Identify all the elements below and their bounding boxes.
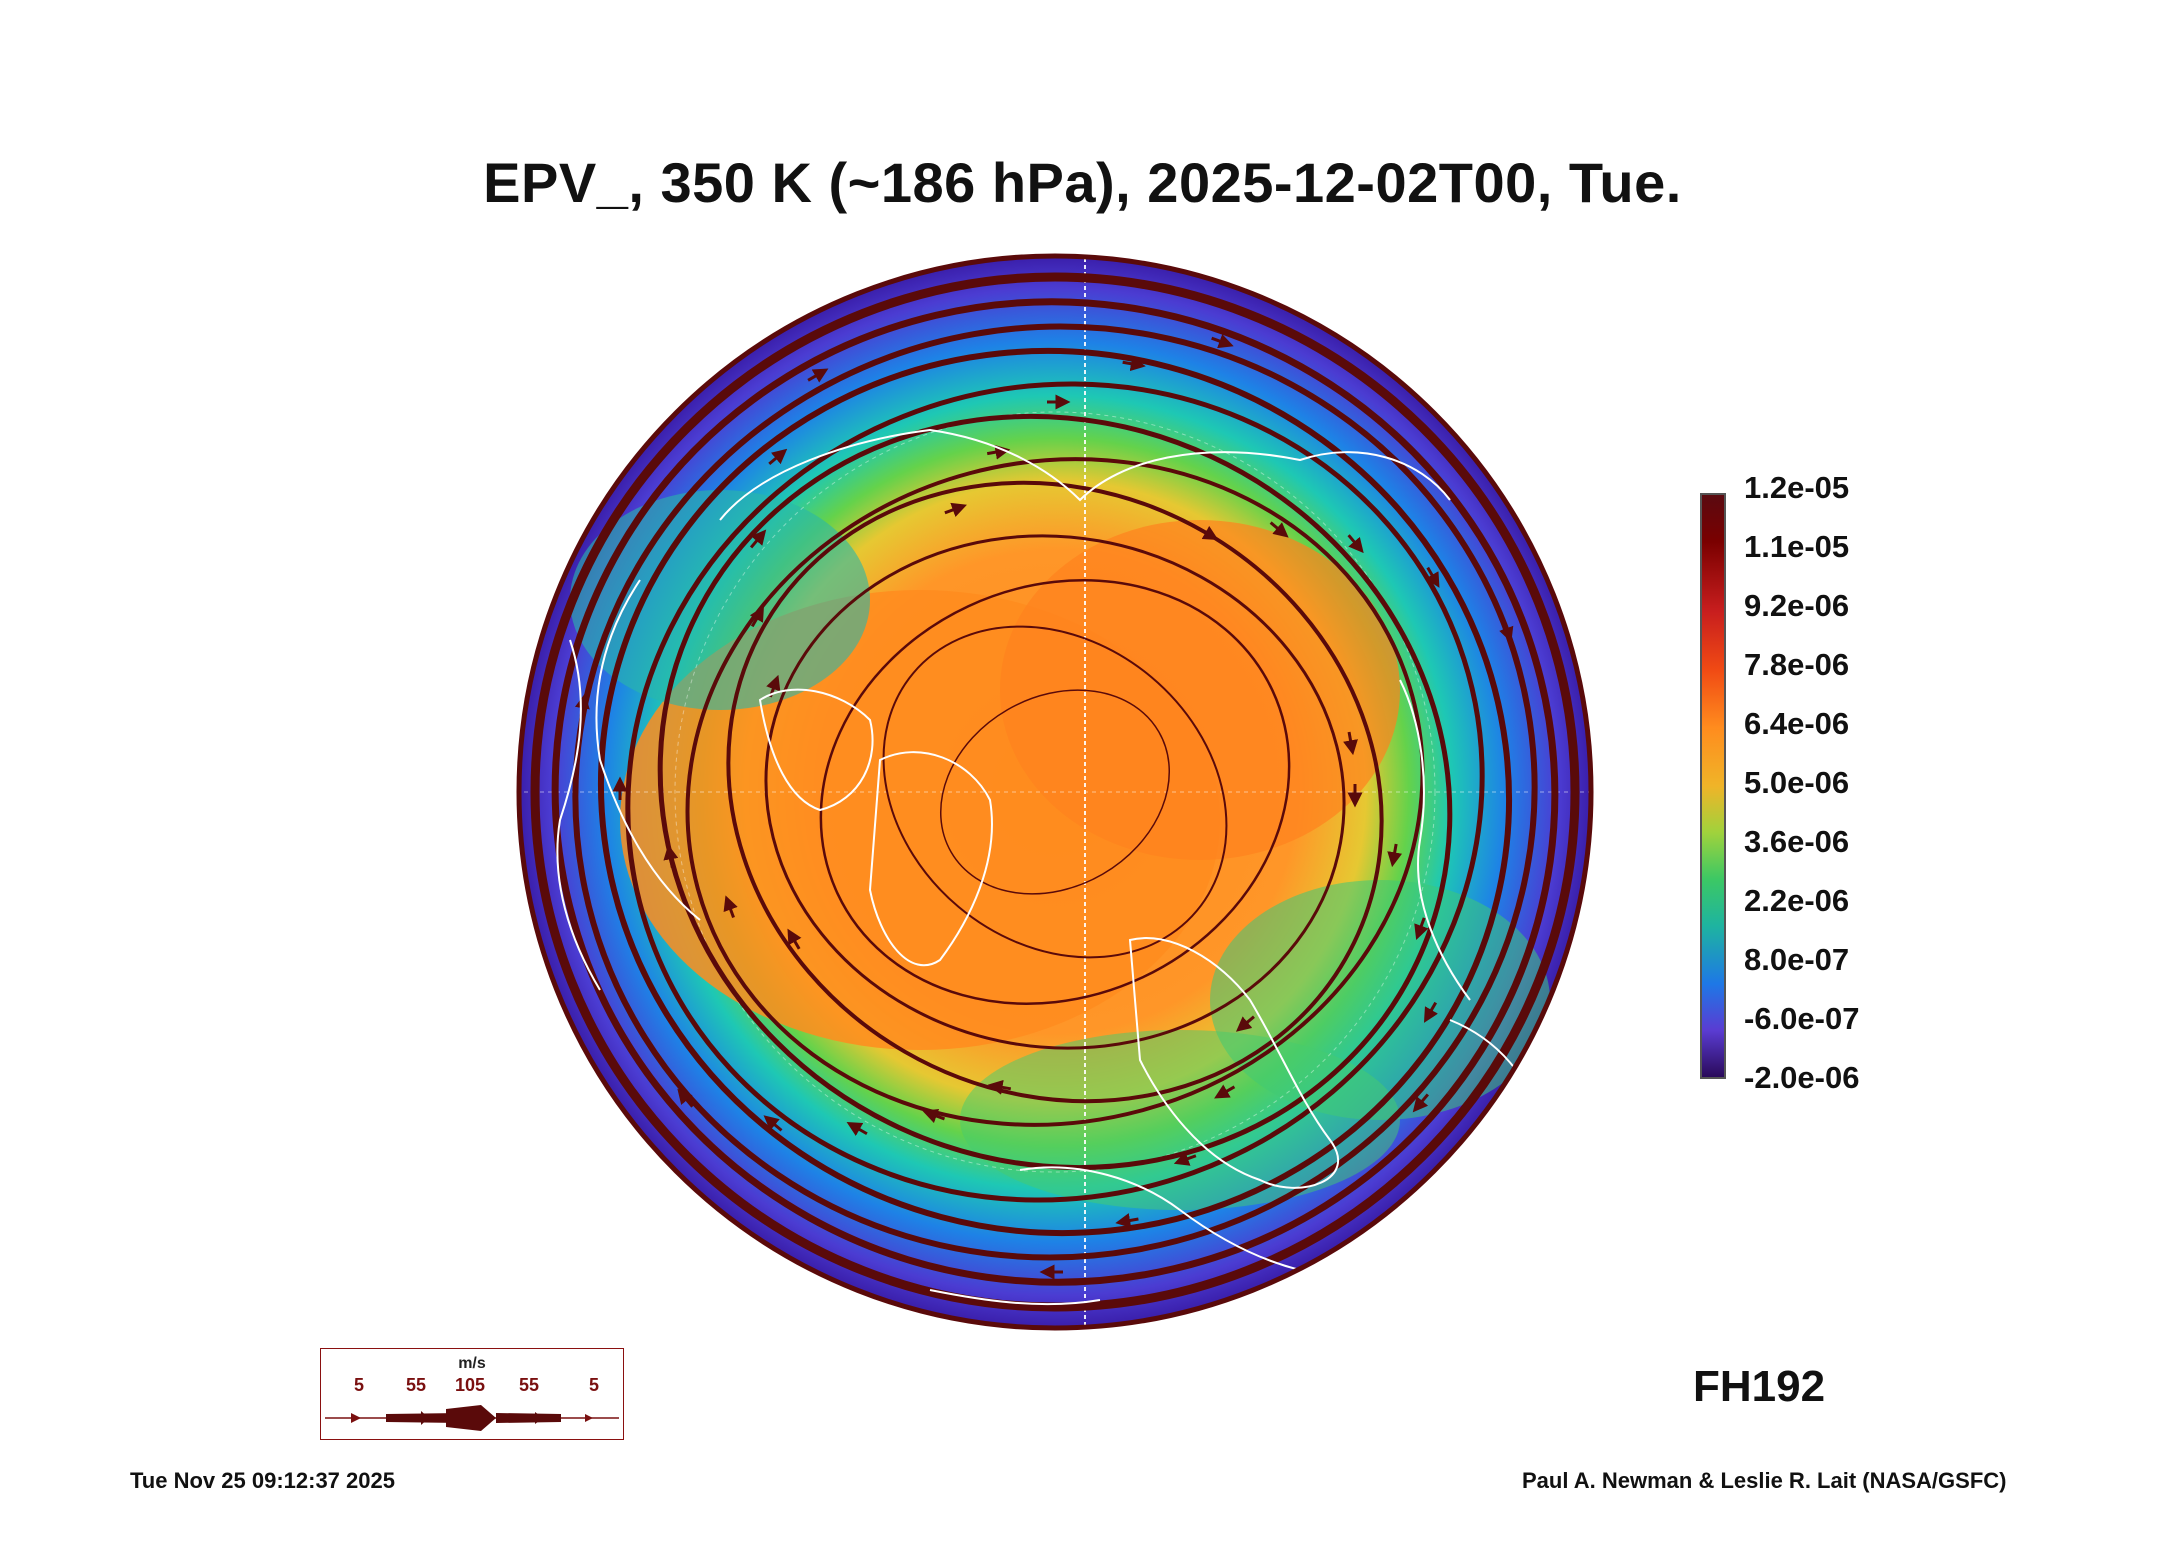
legend-speed-5: 5 — [589, 1375, 600, 1395]
streamline-7 — [685, 457, 1425, 1127]
map-boundary — [516, 253, 1594, 1331]
streamline-5 — [625, 381, 1485, 1203]
colorbar-label-11: -2.0e-06 — [1744, 1060, 1860, 1095]
streamline-arrow — [922, 1108, 946, 1124]
streamline-arrow — [1499, 619, 1514, 643]
colorbar — [1700, 493, 1726, 1079]
streamline-arrow — [768, 448, 788, 466]
streamline-arrow — [807, 368, 829, 383]
streamline-arrow — [1269, 521, 1289, 538]
streamline-arrow — [1347, 534, 1364, 554]
streamline-arrow — [986, 444, 1011, 460]
colorbar-label-2: 1.1e-05 — [1744, 529, 1850, 564]
streamline-2 — [551, 298, 1559, 1286]
colorbar-label-3: 9.2e-06 — [1744, 588, 1850, 623]
streamline-10 — [819, 579, 1291, 1005]
streamline-4 — [597, 347, 1513, 1237]
streamline-arrow — [723, 895, 738, 919]
legend-unit: m/s — [458, 1355, 486, 1372]
streamline-arrow — [1425, 566, 1440, 588]
streamline-arrow — [1211, 334, 1234, 349]
streamline-3 — [572, 323, 1538, 1261]
colorbar-label-7: 3.6e-06 — [1744, 824, 1850, 859]
colorbar-label-10: -6.0e-07 — [1744, 1001, 1860, 1036]
streamline-arrow — [663, 844, 679, 868]
timestamp: Tue Nov 25 09:12:37 2025 — [130, 1468, 395, 1493]
streamline-arrow — [749, 606, 764, 628]
legend-arrow — [325, 1405, 619, 1431]
forecast-hour: FH192 — [1693, 1362, 1826, 1411]
streamline-arrow — [1115, 1213, 1139, 1228]
streamline-arrow — [677, 1088, 694, 1108]
colorbar-label-4: 7.8e-06 — [1744, 647, 1850, 682]
streamline-arrow — [987, 1079, 1012, 1095]
streamline-arrow — [787, 928, 802, 950]
streamline-arrow — [763, 1115, 783, 1132]
streamline-11 — [882, 625, 1228, 959]
streamline-arrow — [1197, 525, 1219, 540]
plot-title: EPV_, 350 K (~186 hPa), 2025-12-02T00, T… — [483, 151, 1682, 214]
legend-speed-4: 55 — [519, 1375, 540, 1395]
streamline-arrow — [1214, 1084, 1236, 1099]
streamline-arrow — [1412, 1093, 1429, 1113]
colorbar-label-5: 6.4e-06 — [1744, 706, 1850, 741]
streamline-arrow — [1122, 356, 1146, 372]
streamline-arrow — [1414, 917, 1429, 940]
legend-speed-3: 105 — [455, 1375, 486, 1395]
colorbar-label-6: 5.0e-06 — [1744, 765, 1850, 800]
streamline-6 — [657, 413, 1453, 1171]
streamline-arrow — [944, 502, 967, 517]
streamline-arrow — [1343, 731, 1358, 756]
streamline-arrow — [1173, 1151, 1197, 1166]
streamline-arrow — [1235, 1015, 1255, 1032]
coastlines — [556, 428, 1541, 1306]
legend-speed-2: 55 — [406, 1375, 427, 1395]
wind-streamlines — [530, 272, 1580, 1312]
streamline-1 — [530, 272, 1580, 1312]
colorbar-label-8: 2.2e-06 — [1744, 883, 1850, 918]
streamline-arrow — [1387, 843, 1403, 868]
streamline-arrow — [846, 1121, 868, 1136]
colorbar-label-1: 1.2e-05 — [1744, 470, 1850, 505]
streamline-arrow — [1423, 1001, 1438, 1023]
credit: Paul A. Newman & Leslie R. Lait (NASA/GS… — [1522, 1468, 2007, 1493]
streamline-arrow — [749, 529, 767, 549]
legend-speed-1: 5 — [354, 1375, 365, 1395]
wind-speed-legend: m/s 5 55 105 55 5 — [320, 1348, 624, 1440]
colorbar-label-9: 8.0e-07 — [1744, 942, 1850, 977]
streamline-12 — [939, 689, 1171, 895]
